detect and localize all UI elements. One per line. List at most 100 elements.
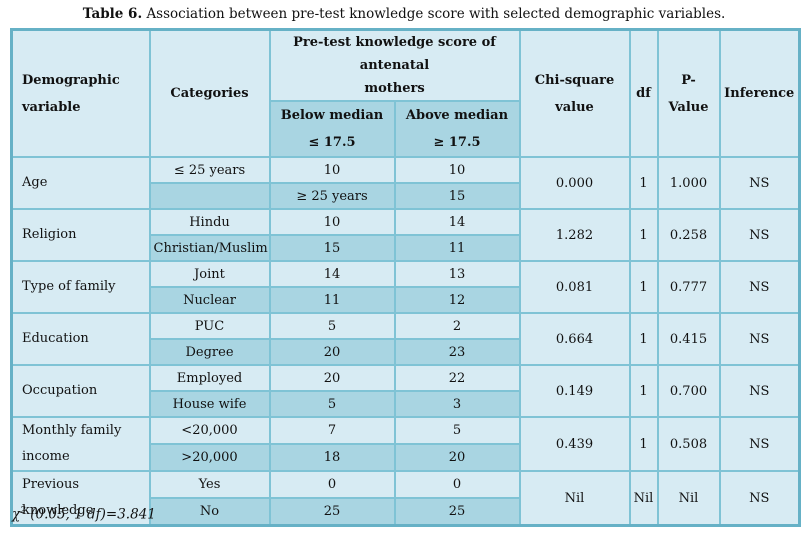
header-demographic-variable: Demographic variable bbox=[10, 28, 151, 158]
header-pretest-score-span: Pre-test knowledge score of antenatal mo… bbox=[268, 28, 521, 102]
below-median-count-cell: 7 bbox=[268, 416, 396, 445]
table-row: Religion Hindu 10 14 1.282 1 0.258 NS bbox=[10, 208, 801, 262]
header-categories: Categories bbox=[148, 28, 271, 158]
table-row: Monthly family income <20,000 7 5 0.439 … bbox=[10, 416, 801, 472]
table-body: Age ≤ 25 years 10 10 0.000 1 1.000 NS ≥ … bbox=[10, 156, 801, 527]
header-above-line1: Above median bbox=[405, 108, 509, 123]
df-cell: 1 bbox=[628, 416, 659, 472]
table-row: >20,000 18 20 bbox=[12, 443, 800, 472]
above-median-count-cell: 10 bbox=[393, 156, 521, 184]
below-median-count-cell: 0 bbox=[268, 469, 396, 500]
chi-exponent: 2 bbox=[20, 506, 26, 516]
table-row: Age ≤ 25 years 10 10 0.000 1 1.000 NS bbox=[10, 156, 801, 210]
header-p-line1: P- bbox=[681, 72, 696, 88]
inference-cell: NS bbox=[718, 156, 801, 210]
below-median-count-cell: 5 bbox=[268, 390, 396, 418]
header-above-line2: ≥ 17.5 bbox=[433, 135, 481, 150]
chi-square-cell: 1.282 bbox=[518, 208, 631, 262]
below-median-count-cell: 5 bbox=[268, 312, 396, 340]
above-median-count-cell: 14 bbox=[393, 208, 521, 236]
chi-square-cell: 0.000 bbox=[518, 156, 631, 210]
below-median-count-cell: 20 bbox=[268, 364, 396, 392]
variable-cell: Monthly family income bbox=[10, 416, 151, 472]
p-value-cell: 0.508 bbox=[656, 416, 721, 472]
below-median-count-cell: 14 bbox=[268, 260, 396, 288]
p-value-cell: 0.777 bbox=[656, 260, 721, 314]
category-cell: Yes bbox=[148, 469, 271, 500]
chi-note-text: (0.05, 1 df)=3.841 bbox=[25, 506, 156, 523]
p-value-cell: 1.000 bbox=[656, 156, 721, 210]
header-pretest-line1: Pre-test knowledge score of antenatal bbox=[293, 35, 496, 73]
category-cell: <20,000 bbox=[148, 416, 271, 445]
table-row: House wife 5 3 bbox=[12, 390, 800, 418]
above-median-count-cell: 15 bbox=[393, 182, 521, 210]
header-pretest-line2: mothers bbox=[364, 81, 425, 96]
table-header: Demographic variable Categories Pre-test… bbox=[10, 28, 801, 158]
inference-cell: NS bbox=[718, 208, 801, 262]
variable-cell: Education bbox=[10, 312, 151, 366]
above-median-count-cell: 3 bbox=[393, 390, 521, 418]
category-cell: No bbox=[148, 497, 271, 527]
header-p-value: P- Value bbox=[656, 28, 721, 158]
category-cell: Joint bbox=[148, 260, 271, 288]
variable-cell: Previous knowledge bbox=[10, 470, 151, 527]
df-cell: 1 bbox=[628, 208, 659, 262]
below-median-count-cell: 10 bbox=[268, 156, 396, 184]
table-caption-label: Table 6. bbox=[82, 6, 143, 22]
category-cell: >20,000 bbox=[148, 443, 271, 472]
variable-cell: Age bbox=[10, 156, 151, 210]
category-cell: Employed bbox=[148, 364, 271, 392]
header-demographic-line2: variable bbox=[22, 99, 81, 115]
below-median-count-cell: 11 bbox=[268, 286, 396, 314]
table-row: Previous knowledge Yes 0 0 Nil Nil Nil N… bbox=[10, 469, 801, 527]
header-below-line1: Below median bbox=[280, 108, 384, 123]
inference-cell: NS bbox=[718, 364, 801, 418]
variable-cell: Occupation bbox=[10, 364, 151, 418]
header-p-line2: Value bbox=[668, 99, 709, 115]
above-median-count-cell: 23 bbox=[393, 338, 521, 366]
below-median-count-cell: 18 bbox=[268, 443, 396, 472]
df-cell: Nil bbox=[628, 470, 659, 527]
chi-square-cell: 0.149 bbox=[518, 364, 631, 418]
header-below-median: Below median ≤ 17.5 bbox=[268, 100, 396, 158]
table-row: Nuclear 11 12 bbox=[12, 286, 800, 314]
chi-square-cell: 0.439 bbox=[518, 416, 631, 472]
df-cell: 1 bbox=[628, 260, 659, 314]
category-cell: Christian/Muslim bbox=[148, 234, 271, 262]
table-row: Occupation Employed 20 22 0.149 1 0.700 … bbox=[10, 364, 801, 418]
category-cell: Hindu bbox=[148, 208, 271, 236]
table-row: ≥ 25 years 15 bbox=[12, 182, 800, 210]
table-row: Type of family Joint 14 13 0.081 1 0.777… bbox=[10, 260, 801, 314]
header-above-median: Above median ≥ 17.5 bbox=[393, 100, 521, 158]
category-cell: House wife bbox=[148, 390, 271, 418]
above-median-count-cell: 11 bbox=[393, 234, 521, 262]
category-cell: Nuclear bbox=[148, 286, 271, 314]
p-value-cell: 0.700 bbox=[656, 364, 721, 418]
above-median-count-cell: 2 bbox=[393, 312, 521, 340]
variable-cell: Type of family bbox=[10, 260, 151, 314]
association-table: Demographic variable Categories Pre-test… bbox=[10, 28, 801, 527]
header-row-1: Demographic variable Categories Pre-test… bbox=[10, 28, 801, 158]
category-cell: PUC bbox=[148, 312, 271, 340]
below-median-count-cell: 25 bbox=[268, 497, 396, 527]
above-median-count-cell: 20 bbox=[393, 443, 521, 472]
below-median-count-cell: 20 bbox=[268, 338, 396, 366]
chi-symbol: χ bbox=[12, 506, 21, 523]
category-cell: ≤ 25 years bbox=[148, 156, 271, 184]
chi-square-cell: 0.664 bbox=[518, 312, 631, 366]
table-row: Degree 20 23 bbox=[12, 338, 800, 366]
header-row-2: Below median ≤ 17.5 Above median ≥ 17.5 bbox=[12, 100, 800, 158]
table-caption-text: Association between pre-test knowledge s… bbox=[146, 6, 726, 22]
table-row: Christian/Muslim 15 11 bbox=[12, 234, 800, 262]
category-cell bbox=[148, 182, 271, 210]
category-cell: Degree bbox=[148, 338, 271, 366]
above-median-count-cell: 5 bbox=[393, 416, 521, 445]
header-chi-line1: Chi-square bbox=[534, 72, 615, 88]
above-median-count-cell: 13 bbox=[393, 260, 521, 288]
p-value-cell: Nil bbox=[656, 470, 721, 527]
chi-square-critical-note: χ2 (0.05, 1 df)=3.841 bbox=[12, 506, 156, 523]
table-row: No 25 25 bbox=[12, 497, 800, 527]
above-median-count-cell: 12 bbox=[393, 286, 521, 314]
chi-square-cell: 0.081 bbox=[518, 260, 631, 314]
header-demographic-line1: Demographic bbox=[22, 72, 120, 88]
